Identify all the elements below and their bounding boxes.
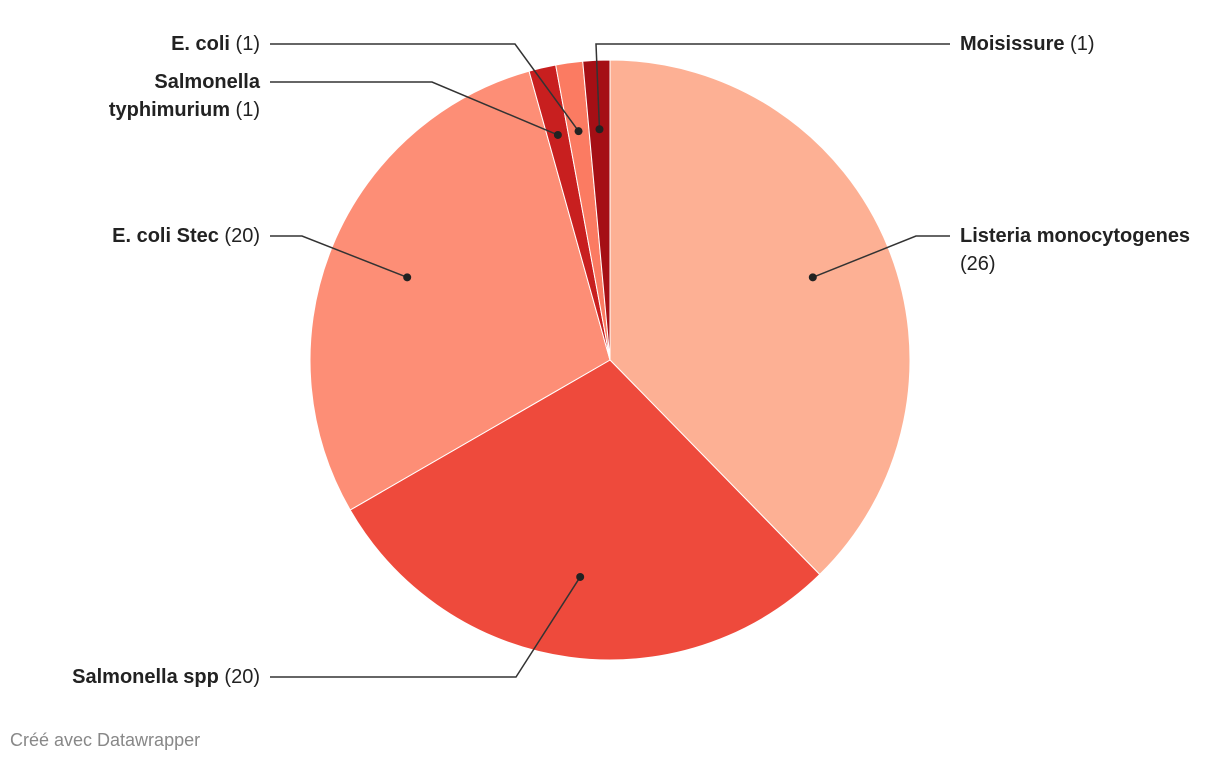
leader-line	[812, 235, 950, 279]
value-label: (26)	[960, 253, 996, 275]
slice-label: Moisissure (1)	[960, 30, 1200, 58]
leader-dot	[576, 572, 585, 581]
slice-label: Salmonella spp (20)	[0, 663, 260, 691]
value-label: (1)	[235, 33, 260, 55]
pie-slice	[349, 359, 821, 661]
leader-line	[270, 81, 559, 136]
leader-dot	[403, 273, 412, 282]
leader-line	[270, 576, 581, 678]
value-label: (1)	[1070, 33, 1095, 55]
leader-dot	[553, 130, 562, 139]
pie-slice	[309, 70, 611, 511]
category-name: Salmonella spp	[72, 666, 219, 688]
leader-dot	[595, 125, 604, 134]
leader-dot	[574, 127, 583, 136]
leader-line	[270, 235, 408, 279]
category-name: Listeria monocytogenes	[960, 225, 1191, 247]
value-label: (20)	[224, 666, 260, 688]
slice-label: Salmonella typhimurium (1)	[60, 68, 260, 124]
category-name: E. coli	[171, 33, 230, 55]
leader-dot	[808, 273, 817, 282]
footer: Créé avec Datawrapper	[10, 730, 201, 750]
category-name: Moisissure	[960, 33, 1065, 55]
slice-label: E. coli Stec (20)	[0, 222, 260, 250]
category-name: Salmonella typhimurium	[108, 71, 260, 121]
leader-line	[595, 43, 950, 130]
value-label: (20)	[224, 225, 260, 247]
slice-label: E. coli (1)	[60, 30, 260, 58]
value-label: (1)	[235, 99, 260, 121]
leader-line	[270, 43, 580, 132]
slice-label: Listeria monocytogenes (26)	[960, 222, 1200, 278]
category-name: E. coli Stec	[112, 225, 219, 247]
